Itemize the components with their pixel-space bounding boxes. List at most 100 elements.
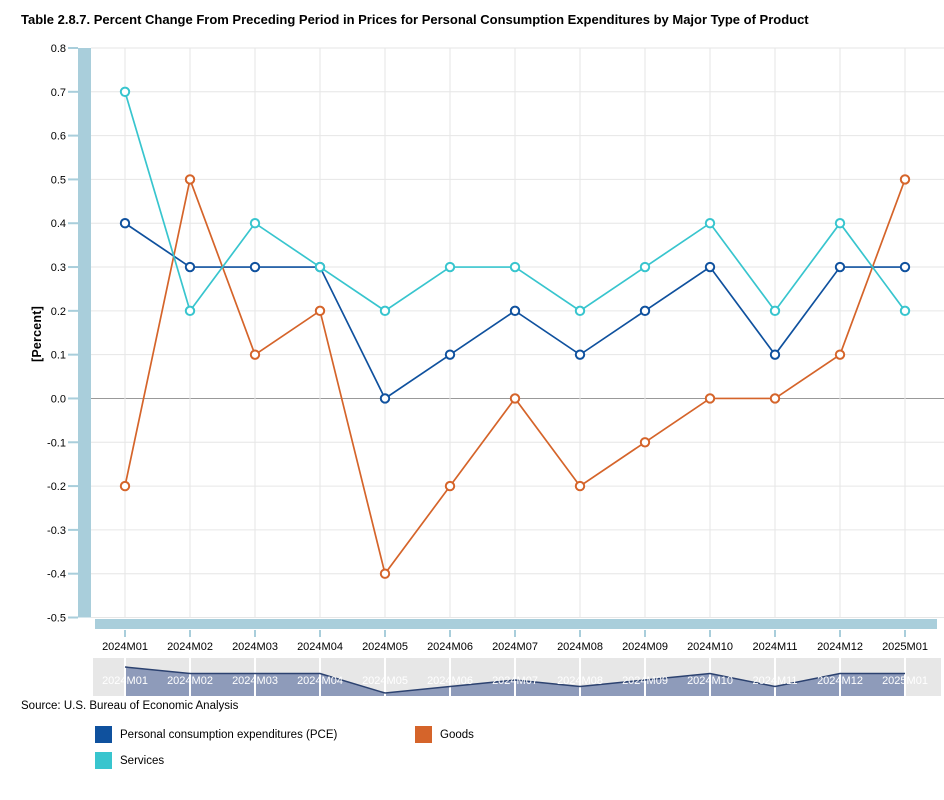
x-tick [904,630,906,637]
y-tick [68,441,78,444]
data-point[interactable] [899,174,911,185]
y-tick [68,47,78,49]
y-tick [68,309,78,312]
data-point[interactable] [249,218,261,229]
data-point[interactable] [444,480,456,492]
source-note: Source: U.S. Bureau of Economic Analysis [21,700,239,712]
data-point[interactable] [574,349,586,360]
y-tick-label: -0.3 [47,525,66,537]
x-axis-bar [95,619,937,629]
x-tick-label: 2024M12 [817,641,863,653]
data-point[interactable] [704,261,716,273]
navigator-label: 2024M01 [102,675,148,687]
data-point[interactable] [184,261,196,273]
legend-swatch-pce [95,726,112,743]
data-point[interactable] [119,480,131,492]
data-point[interactable] [899,261,911,273]
data-point[interactable] [119,86,131,98]
x-tick [124,630,126,637]
y-tick [68,397,78,400]
data-point[interactable] [249,261,261,273]
x-tick [254,630,256,637]
data-point[interactable] [834,261,846,273]
y-tick-label: 0.6 [51,131,66,143]
x-tick-label: 2024M04 [297,641,343,653]
data-point[interactable] [574,480,586,492]
y-tick [68,485,78,488]
data-point[interactable] [574,305,586,317]
x-tick [319,630,321,637]
navigator-line [124,666,905,694]
chart-title: Table 2.8.7. Percent Change From Precedi… [21,12,809,27]
data-point[interactable] [704,393,716,404]
data-point[interactable] [639,437,651,448]
navigator-label: 2024M11 [752,675,797,687]
data-point[interactable] [379,393,391,404]
legend-label-goods: Goods [440,728,474,741]
data-point[interactable] [444,349,456,360]
y-tick-label: 0.4 [51,218,66,230]
y-tick-label: 0.3 [51,262,66,274]
data-point[interactable] [834,218,846,229]
y-tick [68,266,78,269]
data-point[interactable] [444,261,456,273]
x-tick [774,630,776,637]
data-point[interactable] [119,218,131,229]
x-tick [579,630,581,637]
data-point[interactable] [379,568,391,579]
x-tick-label: 2025M01 [882,641,928,653]
y-tick-label: 0.8 [51,43,66,55]
y-tick [68,222,78,225]
navigator-label: 2024M12 [817,675,863,687]
data-point[interactable] [314,305,326,317]
x-tick-label: 2024M02 [167,641,213,653]
y-tick-label: -0.1 [47,437,66,449]
legend-item-goods[interactable]: Goods [415,726,474,743]
data-point[interactable] [509,305,521,317]
x-tick-label: 2024M06 [427,641,473,653]
navigator-label: 2024M10 [687,675,733,687]
y-tick [68,178,78,181]
data-point[interactable] [704,218,716,229]
y-tick [68,528,78,531]
x-tick [709,630,711,637]
y-tick [68,616,78,619]
data-point[interactable] [834,349,846,360]
data-point[interactable] [769,349,781,360]
y-tick-label: 0.5 [51,174,66,186]
data-point[interactable] [899,305,911,317]
data-point[interactable] [379,305,391,317]
data-point[interactable] [639,261,651,273]
y-tick-label: 0.1 [51,350,66,362]
data-point[interactable] [184,174,196,185]
y-tick-label: -0.4 [47,569,66,581]
x-tick [839,630,841,637]
x-tick-label: 2024M01 [102,641,148,653]
legend-swatch-services [95,752,112,769]
x-tick-label: 2024M07 [492,641,538,653]
data-point[interactable] [769,393,781,404]
x-tick-label: 2024M08 [557,641,603,653]
data-point[interactable] [639,305,651,317]
y-axis-bar [78,48,91,618]
legend-item-pce[interactable]: Personal consumption expenditures (PCE) [95,726,337,743]
data-point[interactable] [184,305,196,317]
data-point[interactable] [249,349,261,360]
legend-swatch-goods [415,726,432,743]
data-point[interactable] [509,261,521,273]
navigator[interactable]: 2024M01 2024M02 2024M03 2024M04 2024M05 2024M… [93,658,941,696]
x-tick [189,630,191,637]
navigator-label: 2025M01 [882,675,928,687]
data-point[interactable] [509,393,521,404]
legend-item-services[interactable]: Services [95,752,164,769]
legend-label-pce: Personal consumption expenditures (PCE) [120,728,338,741]
data-point[interactable] [769,305,781,317]
x-tick [449,630,451,637]
x-tick-label: 2024M10 [687,641,733,653]
navigator-label: 2024M03 [232,675,278,687]
x-tick-label: 2024M05 [362,641,408,653]
data-point[interactable] [314,261,326,273]
x-tick [384,630,386,637]
x-tick [514,630,516,637]
navigator-label: 2024M07 [492,675,538,687]
